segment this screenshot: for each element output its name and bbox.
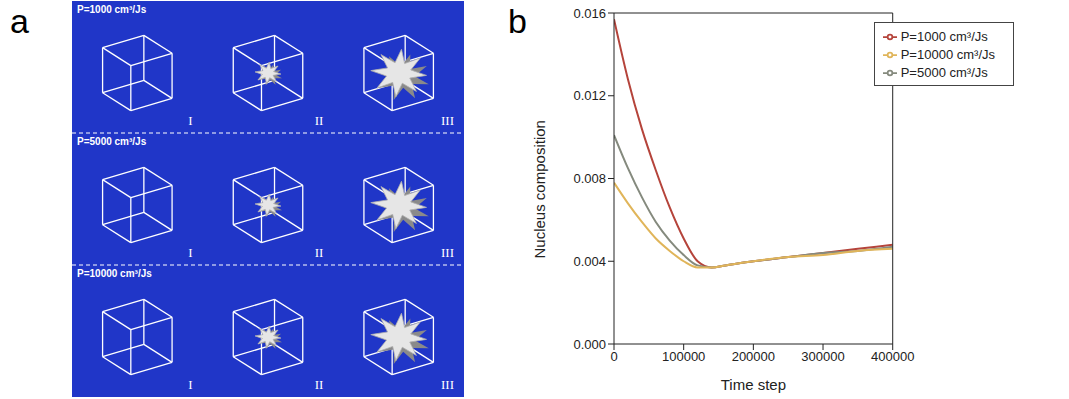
svg-text:P=5000 cm³/Js: P=5000 cm³/Js xyxy=(77,136,147,147)
html-text:a: a xyxy=(10,2,29,40)
html-text:P=1000 cm³/Js: P=1000 cm³/Js xyxy=(900,29,988,44)
svg-text:0.000: 0.000 xyxy=(573,337,606,352)
svg-text:0.004: 0.004 xyxy=(573,254,606,269)
svg-text:0.016: 0.016 xyxy=(573,6,606,21)
svg-text:400000: 400000 xyxy=(871,349,914,364)
svg-text:III: III xyxy=(441,113,454,128)
svg-text:200000: 200000 xyxy=(732,349,775,364)
html-text:b: b xyxy=(508,2,527,40)
svg-text:III: III xyxy=(441,245,454,260)
svg-text:I: I xyxy=(188,113,192,128)
html-text:P=5000 cm³/Js: P=5000 cm³/Js xyxy=(900,65,988,80)
svg-text:Nucleus composition: Nucleus composition xyxy=(531,120,548,258)
svg-text:300000: 300000 xyxy=(801,349,844,364)
svg-text:P=10000 cm³/Js: P=10000 cm³/Js xyxy=(77,268,152,279)
svg-text:100000: 100000 xyxy=(662,349,705,364)
svg-text:I: I xyxy=(188,377,192,392)
svg-text:0: 0 xyxy=(610,349,617,364)
svg-text:II: II xyxy=(315,245,324,260)
html-text:P=10000 cm³/Js: P=10000 cm³/Js xyxy=(900,47,995,62)
svg-text:III: III xyxy=(441,377,454,392)
svg-text:P=1000 cm³/Js: P=1000 cm³/Js xyxy=(77,4,147,15)
svg-text:Time step: Time step xyxy=(721,376,786,393)
svg-text:0.012: 0.012 xyxy=(573,88,606,103)
svg-text:0.008: 0.008 xyxy=(573,171,606,186)
svg-text:I: I xyxy=(188,245,192,260)
svg-text:II: II xyxy=(315,113,324,128)
svg-text:II: II xyxy=(315,377,324,392)
